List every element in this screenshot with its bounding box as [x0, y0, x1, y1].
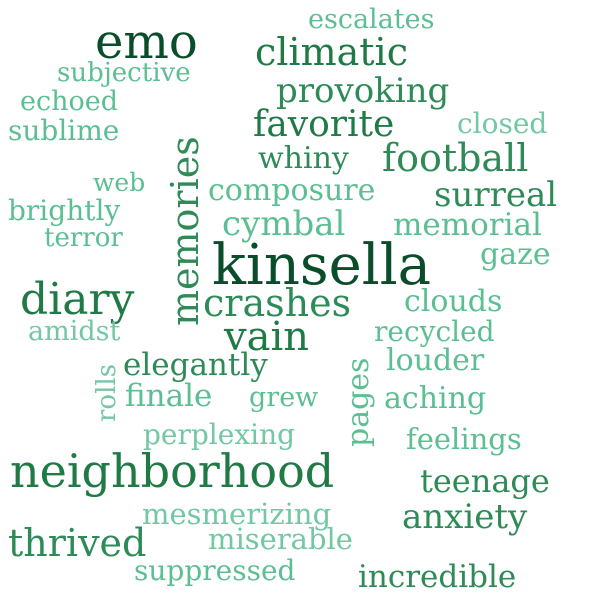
word-miserable: miserable — [208, 522, 353, 556]
word-louder: louder — [386, 343, 485, 378]
word-gaze: gaze — [480, 237, 551, 272]
word-feelings: feelings — [406, 422, 522, 456]
word-anxiety: anxiety — [402, 497, 528, 537]
word-whiny: whiny — [258, 141, 349, 176]
word-vain: vain — [224, 314, 309, 360]
word-climatic: climatic — [255, 30, 408, 74]
word-composure: composure — [208, 173, 376, 208]
word-terror: terror — [44, 223, 123, 253]
word-amidst: amidst — [28, 316, 121, 347]
word-brightly: brightly — [8, 194, 121, 227]
word-favorite: favorite — [253, 104, 395, 145]
word-recycled: recycled — [374, 315, 495, 348]
word-elegantly: elegantly — [123, 347, 268, 383]
word-grew: grew — [249, 382, 319, 413]
word-provoking: provoking — [276, 71, 450, 111]
word-incredible: incredible — [358, 559, 517, 595]
word-aching: aching — [384, 381, 487, 416]
word-crashes: crashes — [203, 281, 352, 325]
word-subjective: subjective — [57, 58, 191, 88]
word-rolls: rolls — [92, 363, 122, 422]
word-pages: pages — [341, 357, 376, 447]
word-football: football — [382, 136, 529, 180]
word-mesmerizing: mesmerizing — [142, 497, 332, 531]
word-neighborhood: neighborhood — [10, 444, 335, 498]
word-closed: closed — [457, 107, 548, 140]
word-sublime: sublime — [8, 114, 120, 147]
word-finale: finale — [125, 378, 213, 414]
word-clouds: clouds — [404, 284, 503, 319]
word-thrived: thrived — [8, 521, 147, 565]
word-suppressed: suppressed — [134, 554, 296, 587]
word-escalates: escalates — [308, 4, 435, 35]
word-perplexing: perplexing — [143, 418, 296, 451]
word-emo: emo — [95, 14, 198, 70]
word-web: web — [93, 168, 146, 197]
word-echoed: echoed — [20, 86, 119, 117]
word-kinsella: kinsella — [212, 233, 431, 298]
word-surreal: surreal — [434, 175, 558, 215]
word-cymbal: cymbal — [222, 204, 346, 244]
word-diary: diary — [20, 274, 135, 325]
word-teenage: teenage — [420, 462, 550, 500]
word-memorial: memorial — [393, 207, 542, 243]
word-memories: memories — [163, 136, 207, 326]
